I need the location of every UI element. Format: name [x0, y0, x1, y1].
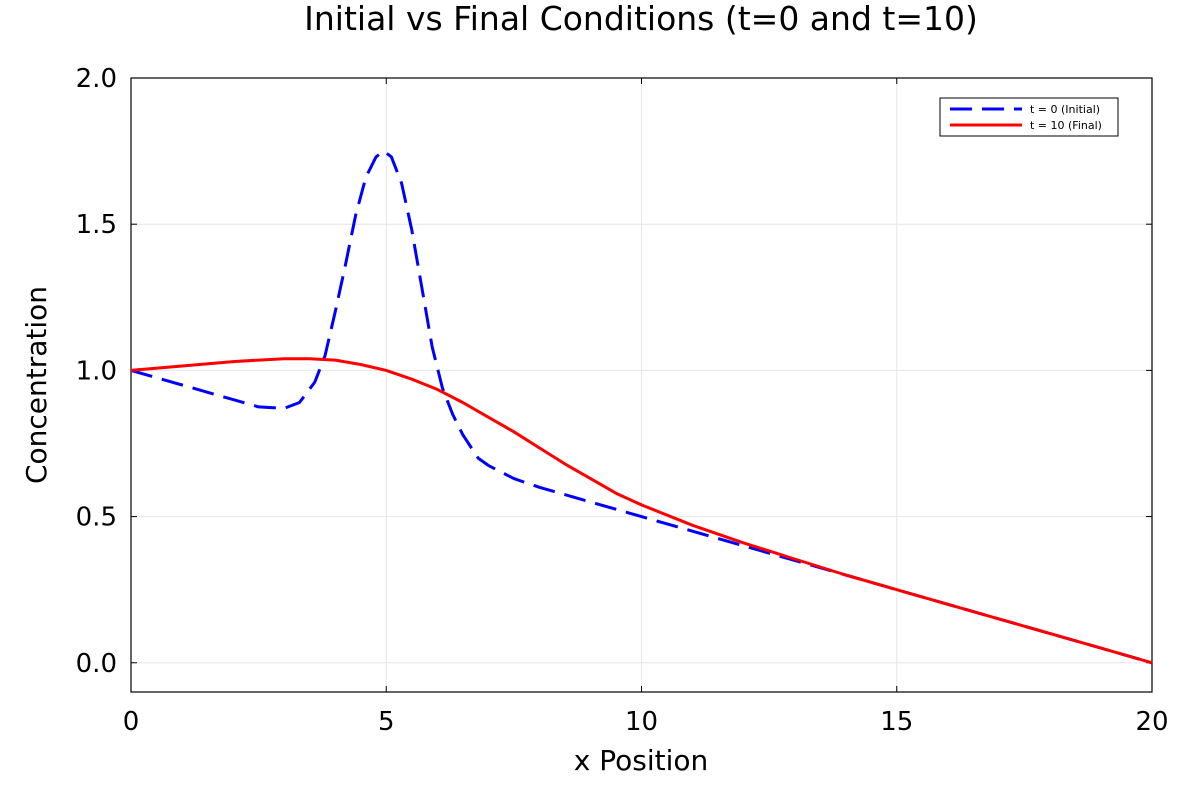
x-tick-label: 20 — [1135, 707, 1168, 737]
axis-ticks: 0 5 10 15 20 0.0 0.5 1.0 1.5 2.0 — [76, 64, 1169, 737]
series-lines — [130, 149, 1153, 665]
x-tick-label: 0 — [123, 707, 140, 737]
x-tick-label: 10 — [625, 707, 658, 737]
legend-label-final: t = 10 (Final) — [1030, 119, 1102, 132]
y-tick-label: 2.0 — [76, 64, 117, 94]
y-tick-label: 0.5 — [76, 503, 117, 533]
x-axis-title: x Position — [574, 744, 709, 777]
series-line-final — [130, 357, 1153, 665]
legend-label-initial: t = 0 (Initial) — [1030, 103, 1100, 116]
y-axis-title: Concentration — [20, 286, 53, 484]
legend: t = 0 (Initial) t = 10 (Final) — [939, 97, 1119, 137]
chart-title: Initial vs Final Conditions (t=0 and t=1… — [304, 0, 978, 38]
y-tick-label: 0.0 — [76, 649, 117, 679]
legend-box — [939, 97, 1119, 137]
y-tick-label: 1.0 — [76, 356, 117, 386]
x-tick-label: 5 — [378, 707, 395, 737]
x-tick-label: 15 — [880, 707, 913, 737]
y-tick-label: 1.5 — [76, 210, 117, 240]
